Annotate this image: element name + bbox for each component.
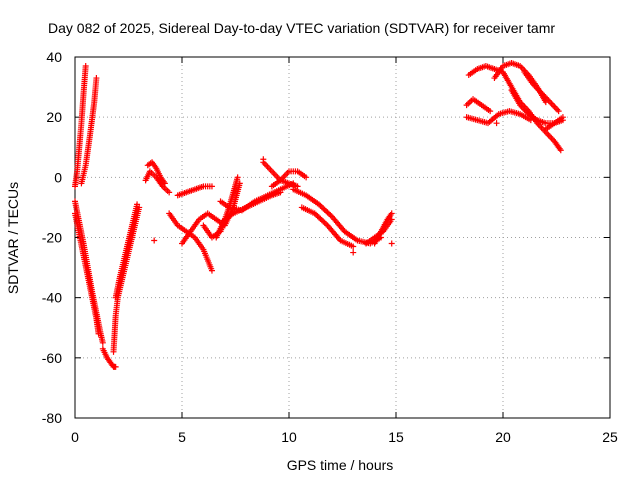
y-tick-label: -40 — [42, 290, 62, 306]
data-points — [72, 60, 566, 370]
x-tick-label: 10 — [281, 429, 297, 445]
data-point — [208, 183, 215, 190]
y-tick-label: 40 — [46, 49, 62, 65]
tick-layer: 0 5 10 15 20 25 -80 -60 -40 -20 0 20 40 — [42, 49, 618, 445]
x-tick-label: 25 — [602, 429, 618, 445]
data-point — [493, 120, 500, 127]
x-axis-label: GPS time / hours — [287, 457, 394, 473]
data-point — [208, 267, 215, 274]
data-point — [555, 108, 562, 115]
data-point — [559, 114, 566, 121]
data-point — [95, 330, 102, 337]
data-point — [166, 189, 173, 196]
data-point — [99, 339, 106, 346]
data-point — [350, 249, 357, 256]
x-tick-label: 0 — [71, 429, 79, 445]
y-tick-label: -60 — [42, 350, 62, 366]
data-point — [260, 156, 267, 163]
y-tick-label: -80 — [42, 410, 62, 426]
x-tick-label: 20 — [495, 429, 511, 445]
data-point — [388, 210, 395, 217]
data-point — [134, 201, 141, 208]
data-point — [294, 183, 301, 190]
y-tick-label: 0 — [54, 169, 62, 185]
grid-layer — [75, 57, 610, 418]
data-point — [82, 63, 89, 70]
data-point — [112, 363, 119, 370]
data-point — [234, 174, 241, 181]
chart-title: Day 082 of 2025, Sidereal Day-to-day VTE… — [48, 20, 555, 36]
y-tick-label: 20 — [46, 109, 62, 125]
data-point — [388, 216, 395, 223]
x-tick-label: 5 — [178, 429, 186, 445]
x-tick-label: 15 — [388, 429, 404, 445]
data-point — [93, 75, 100, 82]
data-point — [527, 117, 534, 124]
data-point — [487, 108, 494, 115]
data-point — [151, 237, 158, 244]
data-point — [557, 147, 564, 154]
data-point — [136, 204, 143, 211]
data-point — [350, 243, 357, 250]
data-point — [388, 240, 395, 247]
y-tick-label: -20 — [42, 230, 62, 246]
data-point — [303, 174, 310, 181]
y-axis-label: SDTVAR / TECUs — [5, 182, 21, 294]
